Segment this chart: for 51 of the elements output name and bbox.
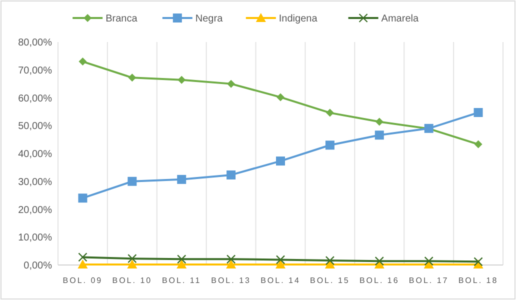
point: [374, 130, 384, 140]
y-tick-label: 30,00%: [18, 176, 52, 188]
x-tick-label: BOL. 13: [211, 276, 251, 285]
y-tick-label: 10,00%: [18, 232, 52, 244]
point: [325, 256, 335, 266]
point: [276, 259, 286, 268]
y-tick-label: 50,00%: [18, 121, 52, 132]
point: [226, 254, 236, 264]
point: [326, 108, 334, 117]
x-tick-label: BOL. 15: [310, 276, 350, 285]
point: [226, 170, 236, 180]
point: [276, 93, 284, 102]
point: [78, 194, 88, 203]
point: [78, 252, 88, 262]
x-tick-label: BOL. 17: [408, 276, 449, 285]
legend-label: Indigena: [278, 14, 318, 24]
point: [176, 259, 187, 268]
x-tick-label: BOL. 14: [260, 276, 300, 285]
point: [227, 80, 236, 88]
legend-label: Negra: [195, 14, 224, 24]
point: [474, 140, 482, 148]
x-tick-label: BOL. 18: [458, 276, 498, 285]
point: [78, 259, 88, 268]
legend-label: Amarela: [381, 14, 419, 24]
point: [375, 118, 384, 126]
point: [128, 74, 136, 82]
point: [424, 256, 434, 266]
point: [226, 259, 236, 268]
point: [128, 176, 137, 186]
point: [128, 254, 137, 264]
y-tick-label: 70,00%: [18, 65, 52, 76]
y-tick-label: 60,00%: [18, 93, 52, 104]
point: [276, 156, 285, 166]
y-tick-label: 20,00%: [18, 204, 52, 216]
point: [374, 256, 384, 266]
point: [325, 140, 334, 150]
point: [78, 58, 87, 66]
x-tick-label: BOL. 16: [359, 276, 400, 285]
x-tick-label: BOL. 11: [162, 276, 202, 285]
x-tick-label: BOL. 10: [112, 276, 152, 285]
y-tick-label: 80,00%: [18, 38, 52, 48]
point: [177, 254, 186, 264]
point: [177, 174, 186, 184]
point: [276, 255, 286, 264]
point: [178, 76, 186, 84]
point: [474, 108, 483, 118]
legend-label: Branca: [106, 14, 138, 24]
y-tick-label: 0,00%: [24, 260, 52, 272]
y-tick-label: 40,00%: [18, 149, 52, 160]
point: [127, 259, 138, 268]
x-tick-label: BOL. 09: [62, 276, 103, 285]
